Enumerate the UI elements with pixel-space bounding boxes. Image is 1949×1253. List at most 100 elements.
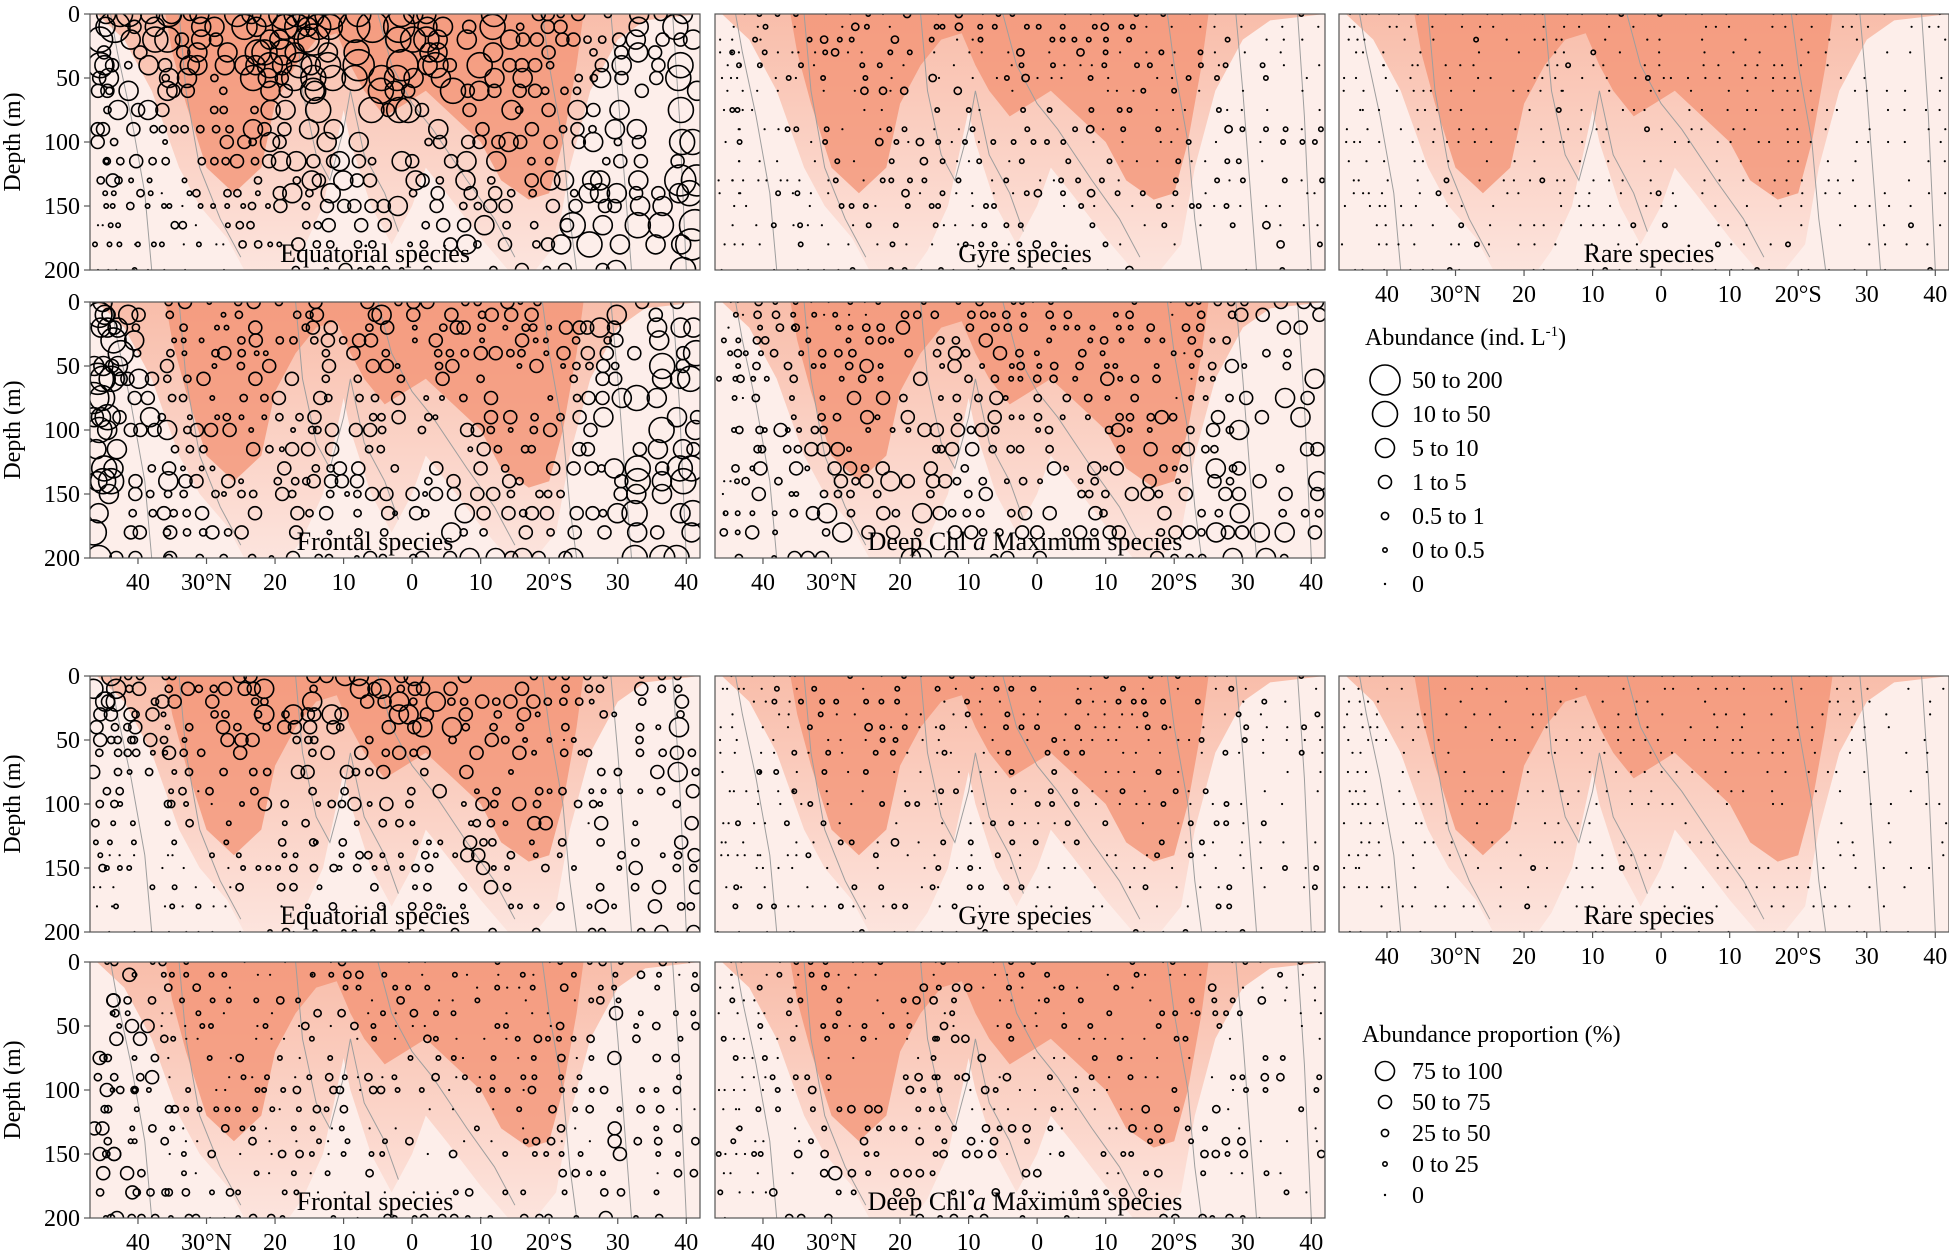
data-point xyxy=(490,865,497,872)
data-point xyxy=(514,333,530,348)
data-point xyxy=(1644,738,1647,742)
data-point xyxy=(531,239,541,249)
panel-label: Gyre species xyxy=(958,901,1092,930)
data-point xyxy=(409,820,416,827)
data-point xyxy=(514,681,530,697)
data-point xyxy=(680,164,700,197)
data-point xyxy=(880,470,901,492)
data-point xyxy=(1380,905,1383,908)
data-point xyxy=(235,882,244,892)
data-point xyxy=(558,1087,565,1094)
data-point xyxy=(1063,324,1070,331)
x-tick-label: 10 xyxy=(332,570,356,596)
data-point xyxy=(742,841,745,844)
data-point xyxy=(673,32,688,47)
data-point xyxy=(937,76,941,80)
data-point xyxy=(563,547,584,558)
data-point xyxy=(729,997,736,1004)
data-point xyxy=(417,425,427,435)
data-point xyxy=(1541,687,1544,690)
data-point xyxy=(1089,527,1099,537)
data-point xyxy=(1563,25,1566,28)
data-point xyxy=(653,1087,660,1094)
data-point xyxy=(757,179,760,182)
data-point xyxy=(1927,192,1931,195)
data-point xyxy=(789,374,799,384)
data-point xyxy=(557,262,573,270)
data-point xyxy=(952,476,962,486)
data-point xyxy=(900,473,916,489)
data-point xyxy=(558,1168,568,1178)
data-point xyxy=(1926,751,1929,754)
data-point xyxy=(988,444,998,454)
data-point xyxy=(383,1191,386,1194)
data-point xyxy=(1402,224,1405,227)
data-point xyxy=(165,310,175,320)
data-point xyxy=(1923,738,1926,742)
data-point xyxy=(1361,51,1365,54)
data-point xyxy=(267,241,274,248)
data-point xyxy=(1074,866,1077,870)
data-point xyxy=(362,550,378,558)
data-point xyxy=(1233,307,1249,323)
data-point xyxy=(159,735,169,745)
data-point xyxy=(1517,192,1520,195)
data-point xyxy=(305,508,314,518)
data-point xyxy=(836,997,843,1004)
data-point xyxy=(951,997,958,1004)
data-point xyxy=(1074,1108,1077,1111)
data-point xyxy=(555,1021,565,1031)
data-point xyxy=(1131,713,1134,716)
data-point xyxy=(667,96,695,124)
data-point xyxy=(97,467,125,495)
data-point xyxy=(776,1056,779,1060)
data-point xyxy=(672,799,682,809)
data-point xyxy=(1928,866,1931,870)
data-point xyxy=(95,1121,110,1136)
data-point xyxy=(1127,1074,1134,1081)
data-point xyxy=(161,866,164,870)
data-point xyxy=(295,997,302,1004)
data-point xyxy=(160,192,163,195)
data-point xyxy=(439,77,467,105)
data-point xyxy=(935,984,942,991)
data-point xyxy=(1375,713,1378,716)
data-point xyxy=(214,324,221,331)
data-point xyxy=(98,483,120,505)
data-point xyxy=(376,1085,386,1095)
data-point xyxy=(1222,336,1231,345)
data-point xyxy=(1311,139,1318,146)
data-point xyxy=(265,203,272,210)
data-point xyxy=(1376,700,1380,703)
data-point xyxy=(1276,239,1285,249)
data-point xyxy=(187,54,208,76)
data-point xyxy=(229,1056,232,1060)
x-tick-label: 10 xyxy=(469,1230,493,1253)
data-point xyxy=(1673,140,1677,144)
data-point xyxy=(571,134,587,150)
data-point xyxy=(1381,886,1384,889)
data-point xyxy=(757,790,760,793)
data-point xyxy=(1033,188,1043,198)
data-point xyxy=(1100,22,1110,32)
data-point xyxy=(969,1088,972,1092)
data-point xyxy=(1099,336,1109,345)
data-point xyxy=(289,882,298,892)
data-point xyxy=(1111,525,1127,540)
data-point xyxy=(638,676,645,679)
data-point xyxy=(95,905,99,908)
data-point xyxy=(1907,179,1911,182)
data-point xyxy=(1416,64,1419,67)
data-point xyxy=(502,820,509,827)
data-point xyxy=(969,126,976,133)
data-point xyxy=(1435,108,1438,112)
data-point xyxy=(1241,986,1245,989)
data-point xyxy=(250,105,259,115)
data-point xyxy=(1116,1055,1123,1062)
data-point xyxy=(798,1140,801,1143)
data-point xyxy=(632,820,639,827)
data-point xyxy=(1171,64,1174,67)
data-point xyxy=(489,1087,496,1094)
data-point xyxy=(1649,89,1652,92)
